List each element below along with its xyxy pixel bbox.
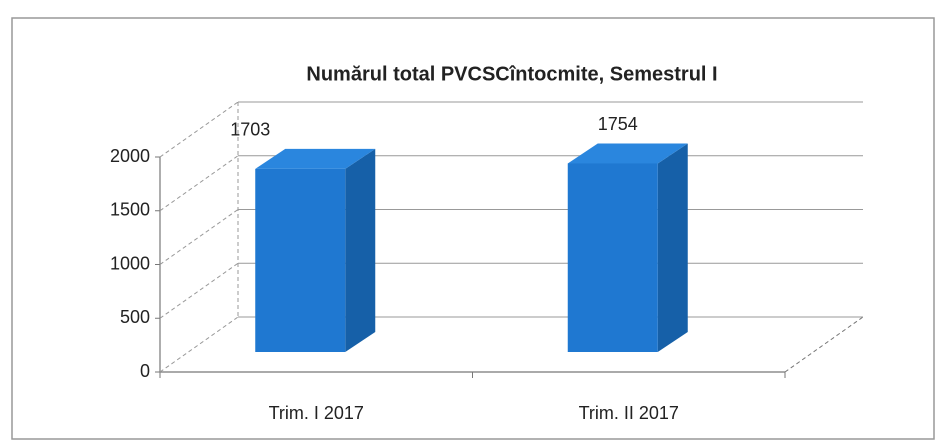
grid-line bbox=[159, 209, 239, 265]
x-tick-label: Trim. I 2017 bbox=[269, 403, 364, 423]
bar-top bbox=[255, 148, 376, 169]
y-tick-label: 0 bbox=[140, 361, 150, 381]
y-tick-label: 1500 bbox=[110, 200, 150, 220]
grid-line bbox=[159, 155, 239, 212]
chart-title: Numărul total PVCSCîntocmite, Semestrul … bbox=[306, 63, 717, 85]
grid-line bbox=[159, 316, 239, 373]
bar-side bbox=[657, 143, 688, 352]
bar-top bbox=[567, 143, 688, 164]
y-tick-label: 2000 bbox=[110, 146, 150, 166]
bar bbox=[567, 163, 658, 352]
bar bbox=[255, 168, 346, 352]
y-tick-label: 500 bbox=[120, 307, 150, 327]
floor-edge bbox=[784, 316, 864, 373]
x-tick-label: Trim. II 2017 bbox=[579, 403, 679, 423]
grid-line bbox=[159, 101, 239, 158]
y-tick-label: 1000 bbox=[110, 253, 150, 273]
bar-side bbox=[345, 148, 376, 352]
chart-frame bbox=[11, 17, 935, 440]
value-label: 1754 bbox=[598, 114, 638, 134]
value-label: 1703 bbox=[230, 120, 270, 140]
grid-line bbox=[159, 262, 239, 319]
